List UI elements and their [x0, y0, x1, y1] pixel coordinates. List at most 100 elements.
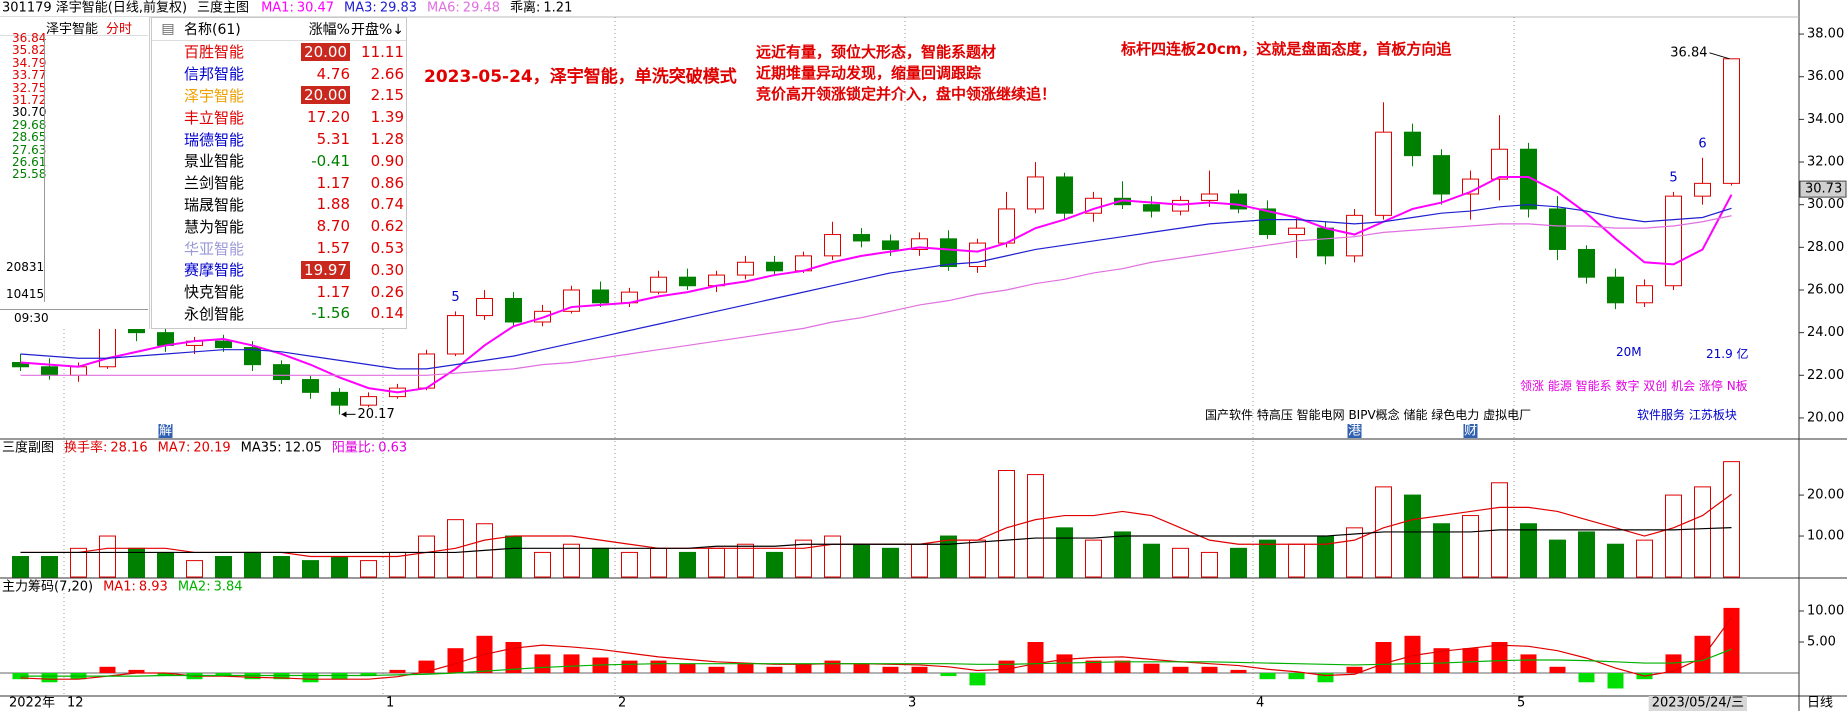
volume-bar [1085, 539, 1102, 578]
flow-bar [1520, 654, 1537, 673]
intraday-price-tick: 36.84 [12, 31, 47, 45]
watchlist-row[interactable]: 丰立智能 17.20 1.39 [152, 106, 406, 128]
volume-bar [1027, 474, 1044, 578]
watchlist-row[interactable]: 永创智能 -1.56 0.14 [152, 303, 406, 325]
count-label: 5 [451, 290, 459, 305]
header-label: 8.93 [139, 580, 168, 595]
flow-bar [1143, 663, 1160, 673]
intraday-volume-tick: 10415 [6, 287, 45, 301]
header-label: 29.83 [380, 1, 417, 16]
badge: 财 [1464, 424, 1477, 439]
volume-bar [1433, 523, 1450, 578]
flow-bar [1578, 672, 1595, 683]
menu-icon[interactable]: ▤ [161, 21, 175, 37]
candle-body [1375, 131, 1392, 216]
flow-bar [708, 666, 725, 673]
header-label: 28.16 [110, 441, 147, 456]
candle-body [882, 240, 899, 250]
flow-bar [1201, 666, 1218, 673]
flow-bar [1085, 660, 1102, 673]
ma-line [20, 175, 1733, 394]
intraday-axis [44, 37, 45, 302]
candle-body [853, 234, 870, 242]
intraday-price-tick: 35.82 [12, 43, 47, 58]
header-label: 换手率: [64, 440, 107, 456]
volume-bar [1201, 551, 1218, 578]
date-box [1648, 696, 1747, 711]
candle-body [1201, 193, 1218, 201]
y-tick-label: 26.00 [1807, 282, 1844, 297]
open-pct: 0.62 [370, 217, 404, 236]
flow-bar [650, 660, 667, 673]
candle-body [1143, 204, 1160, 212]
watchlist-row[interactable]: 百胜智能 20.00 11.11 [152, 41, 406, 63]
stock-name: 信邦智能 [184, 65, 245, 84]
intraday-mode: 分时 [106, 22, 133, 37]
watchlist-row[interactable]: 瑞晟智能 1.88 0.74 [152, 194, 406, 216]
flow-bar [244, 672, 261, 680]
candle-body [824, 234, 841, 257]
change-cell: 1.17 [288, 283, 350, 301]
change-cell: 17.20 [288, 108, 350, 126]
candle-body [360, 396, 377, 406]
watchlist-row[interactable]: 赛摩智能 19.97 0.30 [152, 259, 406, 281]
volume-bar [1230, 547, 1247, 578]
count-label: 6 [1698, 136, 1706, 151]
watchlist-row[interactable]: 快克智能 1.17 0.26 [152, 281, 406, 303]
volume-bar [1636, 539, 1653, 578]
volume-bar [911, 543, 928, 578]
candle-body [940, 238, 957, 268]
y-tick-label: 38.00 [1807, 27, 1844, 42]
flow-bar [882, 666, 899, 673]
intraday-header: 泽宇智能 分时 [0, 17, 148, 37]
flow-bar [1114, 660, 1131, 673]
watchlist-row[interactable]: 景业智能 -0.41 0.90 [152, 150, 406, 172]
column-header[interactable]: 涨幅% [308, 22, 350, 38]
candle-body [1433, 155, 1450, 195]
volume-bar [882, 547, 899, 578]
candle-body [969, 242, 986, 268]
candle-body [1694, 182, 1711, 197]
watchlist-row[interactable]: 瑞德智能 5.31 1.28 [152, 128, 406, 150]
flow-bar [360, 672, 377, 677]
change-cell: -0.41 [288, 152, 350, 170]
header-label: MA2: [178, 580, 211, 595]
x-tick-label: 12 [67, 696, 84, 711]
intraday-price-tick: 30.70 [12, 105, 47, 120]
intraday-price-tick: 25.58 [12, 167, 47, 182]
change-cell: 1.17 [288, 174, 350, 192]
watchlist-row[interactable]: 华亚智能 1.57 0.53 [152, 237, 406, 259]
column-header[interactable]: 名称(61) [184, 22, 241, 38]
stock-name: 华亚智能 [184, 239, 245, 258]
watchlist-row[interactable]: 兰剑智能 1.17 0.86 [152, 172, 406, 194]
annotation: 21.9 亿 [1706, 347, 1749, 361]
y-tick-label: 20.00 [1807, 488, 1844, 503]
x-tick-label: 5 [1517, 696, 1525, 711]
y-tick-label: 20.00 [1807, 410, 1844, 425]
intraday-price-tick: 26.61 [12, 155, 47, 169]
intraday-price-tick: 31.72 [12, 93, 47, 107]
annotation: 竞价高开领涨锁定并介入，盘中领涨继续追！ [756, 85, 1057, 103]
watchlist-row[interactable]: 慧为智能 8.70 0.62 [152, 215, 406, 237]
candle-body [1491, 148, 1508, 180]
candle-body [650, 276, 667, 293]
flow-bar [998, 660, 1015, 673]
stock-name: 百胜智能 [184, 43, 245, 62]
volume-bar [1578, 531, 1595, 578]
flow-bar [853, 663, 870, 673]
candle-body [1259, 208, 1276, 236]
column-header[interactable]: 开盘%↓ [350, 22, 404, 38]
change: 8.70 [316, 217, 350, 236]
watchlist-row[interactable]: 泽宇智能 20.00 2.15 [152, 85, 406, 107]
flow-bar [621, 660, 638, 673]
flow-bar [563, 654, 580, 673]
header-label: 12.05 [285, 441, 322, 456]
y-tick-label: 24.00 [1807, 325, 1844, 340]
flow-bar [99, 666, 116, 673]
flow-bar [679, 663, 696, 673]
intraday-price-tick: 32.75 [12, 80, 47, 95]
header-label: 3.84 [214, 580, 243, 595]
header-label: MA35: [241, 441, 282, 456]
watchlist-row[interactable]: 信邦智能 4.76 2.66 [152, 63, 406, 85]
